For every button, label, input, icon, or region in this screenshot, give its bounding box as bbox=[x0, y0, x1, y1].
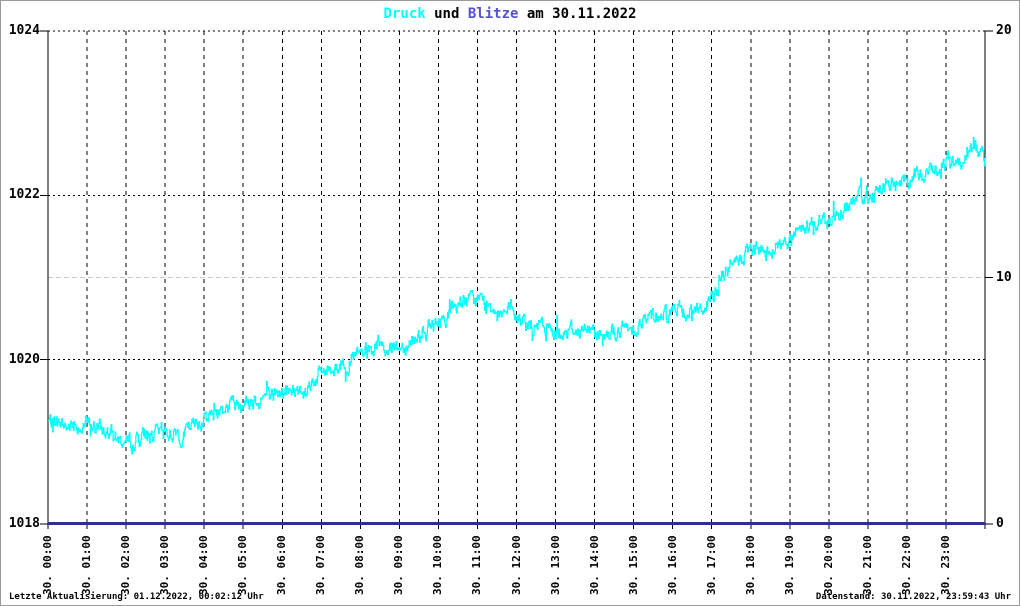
left-axis-tick-label: 1024 bbox=[8, 23, 40, 38]
x-axis-tick-label: 30. 16:00 bbox=[665, 535, 679, 595]
title-und: und bbox=[425, 6, 468, 22]
x-axis-tick-label: 30. 09:00 bbox=[392, 535, 406, 595]
x-axis-tick-label: 30. 13:00 bbox=[548, 535, 562, 595]
x-axis-tick-label: 30. 01:00 bbox=[80, 535, 94, 595]
druck-series-line bbox=[48, 136, 986, 455]
x-axis-tick-label: 30. 06:00 bbox=[275, 535, 289, 595]
x-axis-tick-label: 30. 18:00 bbox=[743, 535, 757, 595]
chart-title: Druck und Blitze am 30.11.2022 bbox=[1, 6, 1019, 22]
title-druck: Druck bbox=[383, 6, 426, 22]
title-blitze: Blitze bbox=[467, 6, 519, 22]
footer-last-update: Letzte Aktualisierung: 01.12.2022, 00:02… bbox=[9, 592, 264, 602]
left-axis-tick-label: 1022 bbox=[8, 187, 40, 203]
x-axis-tick-label: 30. 22:00 bbox=[899, 535, 913, 595]
x-axis-tick-label: 30. 19:00 bbox=[782, 535, 796, 595]
title-date: am 30.11.2022 bbox=[518, 6, 637, 22]
x-axis-tick-label: 30. 04:00 bbox=[197, 535, 211, 595]
x-axis-tick-label: 30. 07:00 bbox=[314, 535, 328, 595]
x-axis-tick-label: 30. 12:00 bbox=[509, 535, 523, 595]
x-axis-tick-label: 30. 14:00 bbox=[587, 535, 601, 595]
x-axis-tick-label: 30. 02:00 bbox=[119, 535, 133, 595]
left-axis-tick-label: 1020 bbox=[8, 351, 40, 367]
x-axis-tick-label: 30. 10:00 bbox=[431, 535, 445, 595]
right-axis-tick-label: 0 bbox=[996, 516, 1004, 531]
x-axis-tick-label: 30. 11:00 bbox=[470, 535, 484, 595]
x-axis-tick-label: 30. 20:00 bbox=[821, 535, 835, 595]
x-axis-tick-label: 30. 17:00 bbox=[704, 535, 718, 595]
x-axis-tick-label: 30. 21:00 bbox=[860, 535, 874, 595]
right-axis-tick-label: 10 bbox=[996, 269, 1012, 285]
x-axis-tick-label: 30. 03:00 bbox=[158, 535, 172, 595]
left-axis-tick-label: 1018 bbox=[8, 516, 40, 531]
x-axis-tick-label: 30. 08:00 bbox=[353, 535, 367, 595]
right-axis-tick-label: 20 bbox=[996, 23, 1012, 38]
x-axis-tick-label: 30. 23:00 bbox=[938, 535, 952, 595]
x-axis-tick-label: 30. 15:00 bbox=[626, 535, 640, 595]
x-axis-tick-label: 30. 05:00 bbox=[236, 535, 250, 595]
footer-data-state: Datenstand: 30.11.2022, 23:59:43 Uhr bbox=[815, 592, 1011, 602]
x-axis-tick-label: 30. 00:00 bbox=[41, 535, 54, 595]
